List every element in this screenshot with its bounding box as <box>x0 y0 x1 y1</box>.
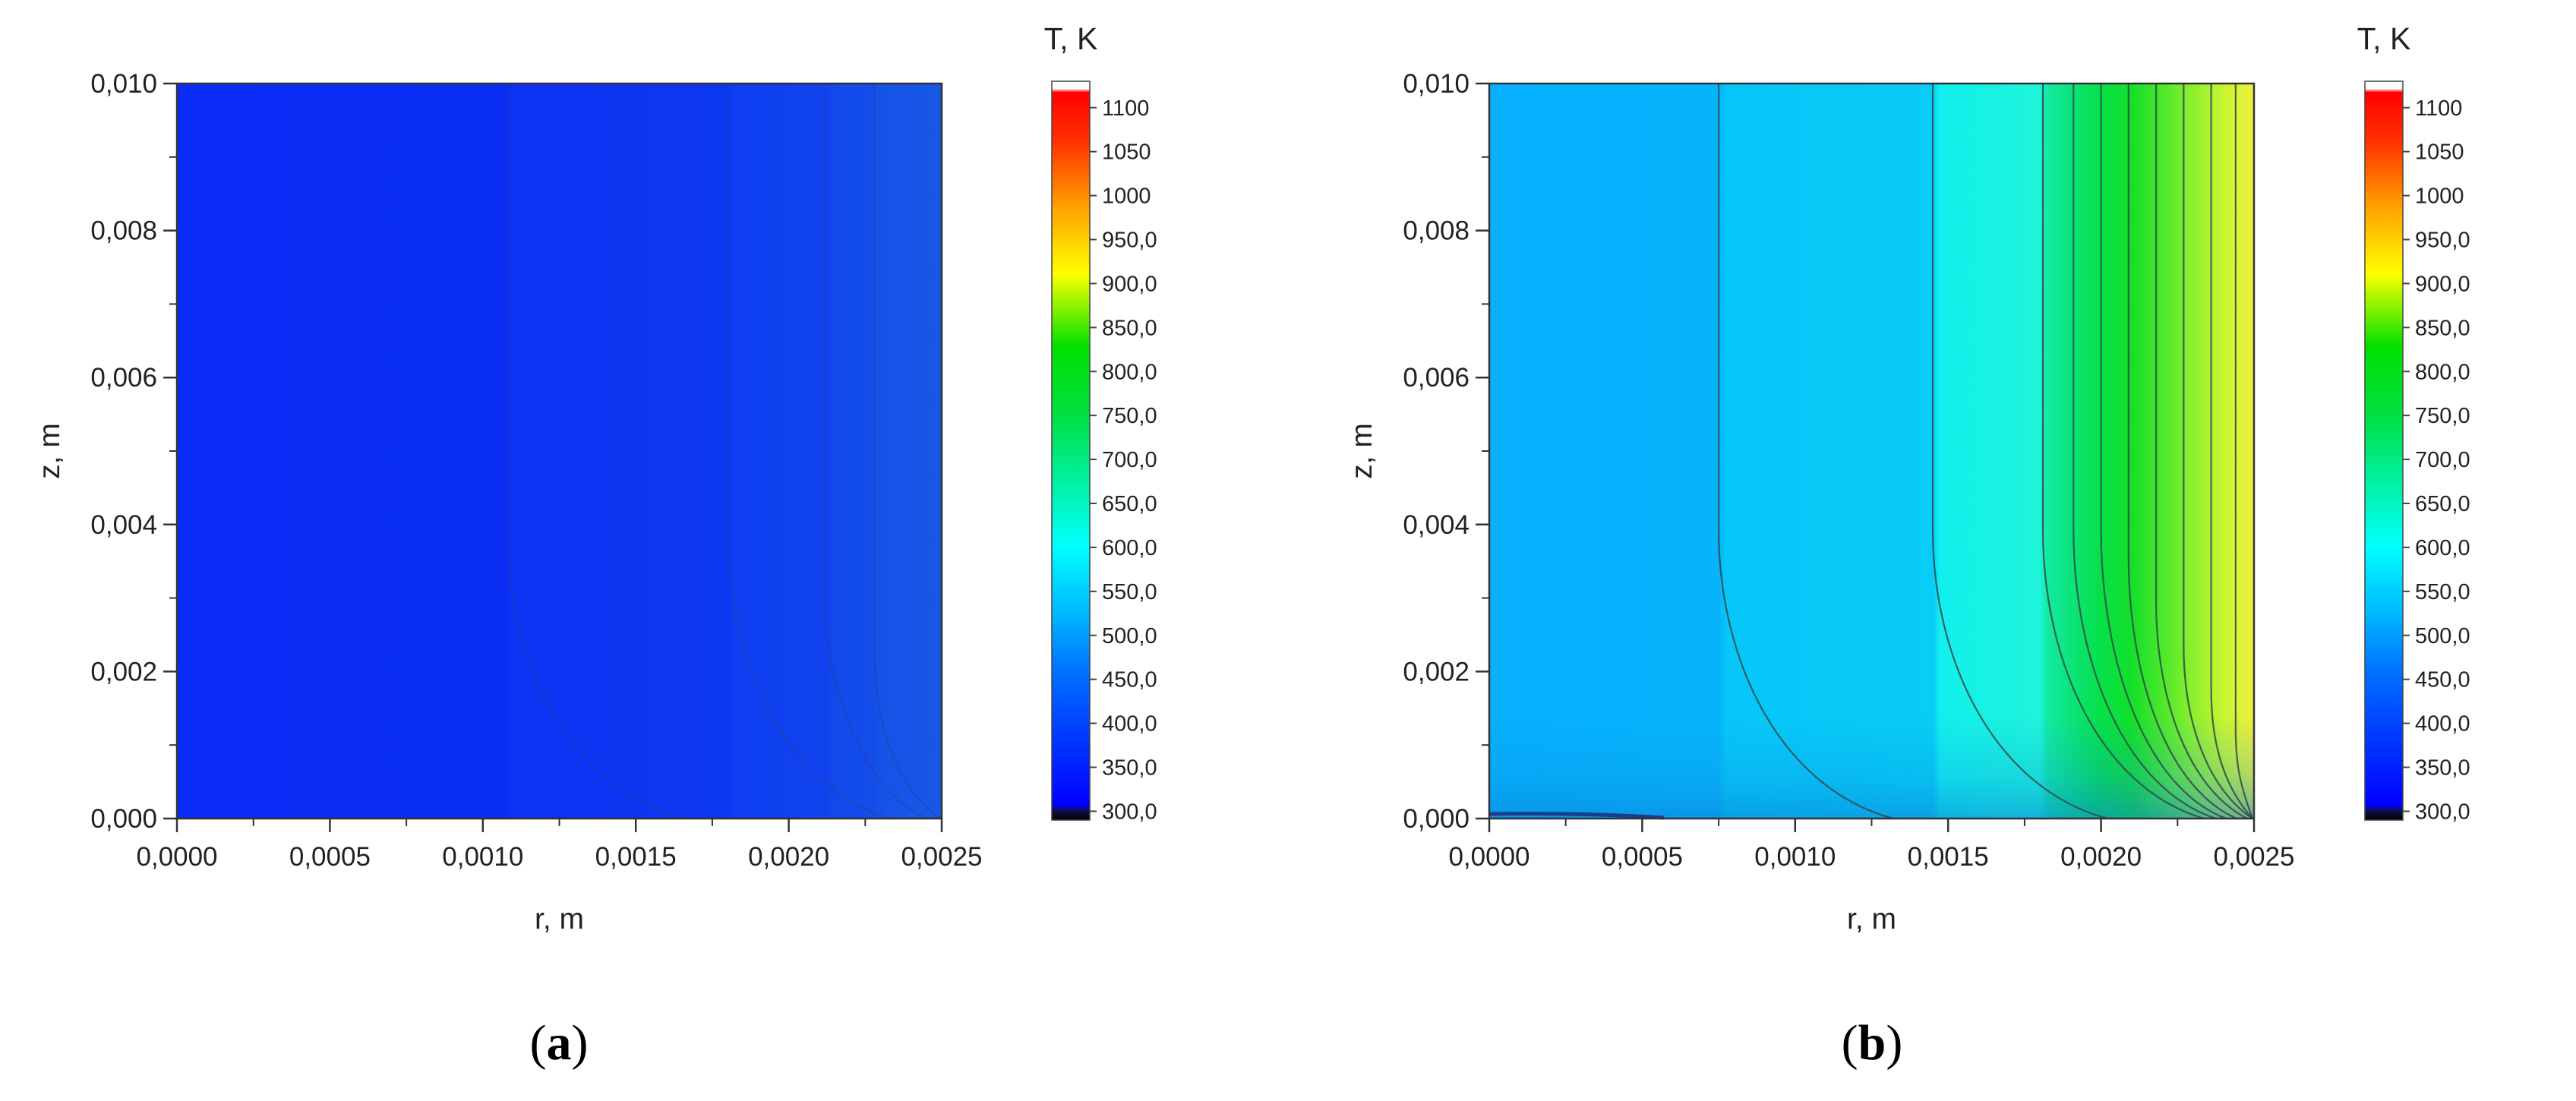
colorbar-tick-label: 950,0 <box>2415 229 2470 253</box>
colorbar-tick-label: 750,0 <box>2415 404 2470 428</box>
panel-label-close: ) <box>1886 1015 1902 1071</box>
colorbar-tick-label: 1100 <box>2415 96 2462 121</box>
x-tick-label: 0,0025 <box>2213 842 2294 872</box>
panel-label-close: ) <box>572 1015 589 1071</box>
y-tick-label: 0,000 <box>1403 804 1470 834</box>
contour-line <box>2155 84 2248 819</box>
colorbar-tick-label: 300,0 <box>2415 800 2470 824</box>
y-tick-label: 0,008 <box>90 216 157 246</box>
colorbar-frame <box>2364 80 2404 821</box>
y-axis-label: z, m <box>1346 423 1378 479</box>
colorbar-tick-label: 350,0 <box>1102 756 1157 781</box>
colorbar-tick-label: 1050 <box>1102 140 1151 165</box>
colorbar-tick-label: 400,0 <box>2415 712 2470 737</box>
colorbar-tick-label: 750,0 <box>1102 404 1157 428</box>
panel-label-open: ( <box>530 1015 547 1071</box>
contour-line <box>727 84 892 819</box>
y-tick-label: 0,004 <box>1403 510 1470 540</box>
bottom-streak <box>1488 812 1665 820</box>
colorbar: T, K 300,0 350,0 400,0 450,0 500,0 550,0 600,0 6… <box>1044 21 1157 824</box>
y-axis-label: z, m <box>33 423 66 479</box>
colorbar-tick-label: 700,0 <box>1102 448 1157 472</box>
colorbar-tick-label: 900,0 <box>2415 272 2470 296</box>
colorbar-title: T, K <box>1044 21 1098 56</box>
panel-label-letter: b <box>1858 1015 1886 1071</box>
temperature-field <box>177 84 942 819</box>
y-tick-label: 0,002 <box>1403 657 1470 686</box>
x-tick-label: 0,0015 <box>1908 842 1989 872</box>
colorbar-tick-label: 950,0 <box>1102 229 1157 253</box>
x-tick-label: 0,0005 <box>1602 842 1683 872</box>
y-tick-label: 0,006 <box>1403 363 1470 393</box>
contour-line <box>2127 84 2237 820</box>
colorbar-tick-label: 1000 <box>1102 185 1151 209</box>
x-tick-label: 0,0015 <box>595 842 677 872</box>
y-tick-label: 0,006 <box>90 363 157 393</box>
x-axis-label: r, m <box>1847 903 1896 935</box>
panel-label-open: ( <box>1842 1015 1858 1071</box>
x-tick-label: 0,0005 <box>289 842 371 872</box>
y-tick-label: 0,010 <box>90 69 157 99</box>
colorbar-tick-label: 800,0 <box>2415 360 2470 384</box>
colorbar-tick-label: 600,0 <box>1102 536 1157 560</box>
colorbar-tick-label: 900,0 <box>1102 272 1157 296</box>
colorbar-tick-label: 550,0 <box>1102 580 1157 604</box>
contour-line <box>2210 84 2253 819</box>
colorbar-tick-label: 1100 <box>1102 96 1149 121</box>
colorbar-title: T, K <box>2357 21 2411 56</box>
contour-line <box>2234 84 2254 819</box>
contour-line <box>507 84 683 819</box>
colorbar-tick-label: 300,0 <box>1102 800 1157 824</box>
contour-line <box>2100 84 2227 820</box>
colorbar-tick-label: 850,0 <box>1102 316 1157 340</box>
contour-line <box>1931 84 2108 820</box>
x-tick-label: 0,0000 <box>1448 842 1530 872</box>
colorbar-tick-label: 1050 <box>2415 140 2464 165</box>
contour-line <box>2072 84 2217 820</box>
panel-label: (b) <box>1842 1015 1903 1071</box>
colorbar-gradient <box>1052 81 1090 820</box>
x-axis-label: r, m <box>535 903 584 935</box>
y-tick-label: 0,000 <box>90 804 157 834</box>
contour-line <box>2183 84 2253 819</box>
colorbar-tick-label: 450,0 <box>2415 668 2470 692</box>
colorbar-tick-label: 1000 <box>2415 185 2464 209</box>
x-tick-label: 0,0020 <box>748 842 829 872</box>
chart-panel-b: 0,0000 0,0005 0,0010 0,0015 0,0020 0,0025 0,00… <box>1346 21 2470 1071</box>
colorbar-tick-label: 850,0 <box>2415 316 2470 340</box>
y-tick-label: 0,002 <box>90 657 157 686</box>
contour-line <box>822 84 927 819</box>
field-bottom-shading <box>1489 84 2254 819</box>
panel-label: (a) <box>530 1015 589 1071</box>
chart-panel-a: 0,0000 0,0005 0,0010 0,0015 0,0020 0,0025 0,00… <box>33 21 1157 1071</box>
y-tick-label: 0,004 <box>90 510 157 540</box>
contour-line <box>1718 84 1894 820</box>
x-tick-label: 0,0020 <box>2060 842 2142 872</box>
colorbar-tick-label: 500,0 <box>1102 624 1157 648</box>
colorbar-frame <box>1051 80 1091 821</box>
x-tick-label: 0,0000 <box>136 842 217 872</box>
colorbar-tick-label: 650,0 <box>2415 492 2470 516</box>
colorbar-tick-label: 400,0 <box>1102 712 1157 737</box>
colorbar-tick-label: 500,0 <box>2415 624 2470 648</box>
x-tick-label: 0,0010 <box>1754 842 1836 872</box>
colorbar-tick-label: 550,0 <box>2415 580 2470 604</box>
colorbar-tick-label: 350,0 <box>2415 756 2470 781</box>
colorbar: T, K 300,0 350,0 400,0 450,0 500,0 550,0 600,0 6… <box>2357 21 2470 824</box>
contour-line <box>2041 84 2205 820</box>
contour-line <box>873 84 941 819</box>
colorbar-tick-label: 700,0 <box>2415 448 2470 472</box>
colorbar-tick-label: 650,0 <box>1102 492 1157 516</box>
colorbar-tick-label: 450,0 <box>1102 668 1157 692</box>
colorbar-tick-label: 600,0 <box>2415 536 2470 560</box>
panel-label-letter: a <box>547 1015 572 1071</box>
colorbar-tick-label: 800,0 <box>1102 360 1157 384</box>
colorbar-gradient <box>2365 81 2403 820</box>
x-tick-label: 0,0010 <box>442 842 523 872</box>
x-tick-label: 0,0025 <box>901 842 982 872</box>
y-tick-label: 0,010 <box>1403 69 1470 99</box>
y-tick-label: 0,008 <box>1403 216 1470 246</box>
